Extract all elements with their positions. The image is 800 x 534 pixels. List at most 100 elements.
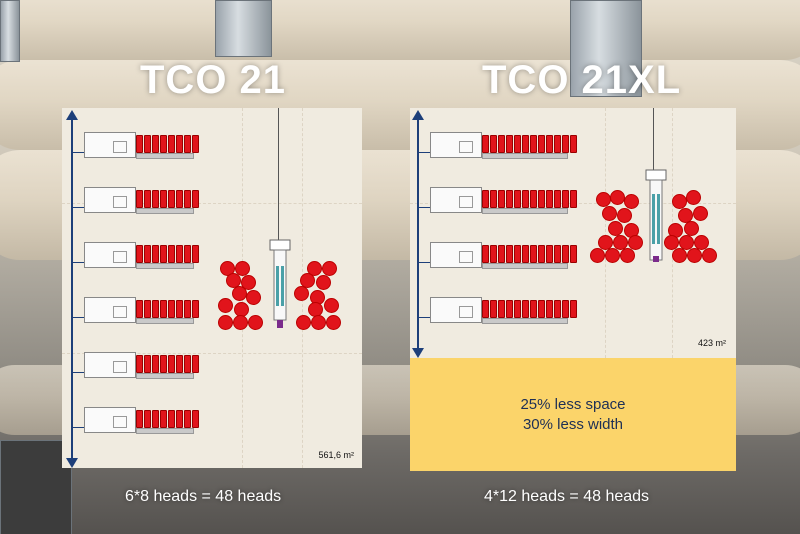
bobbin-circle — [311, 315, 326, 330]
machine-base — [482, 208, 568, 214]
bobbin-circle — [246, 290, 261, 305]
bobbin-circle — [686, 190, 701, 205]
bobbin-circle — [596, 192, 611, 207]
bobbin-circle — [218, 298, 233, 313]
bobbin-circle — [296, 315, 311, 330]
bobbin-row — [136, 245, 199, 263]
bobbin-circle — [624, 194, 639, 209]
left-caption: 6*8 heads = 48 heads — [125, 488, 282, 505]
machine-frame — [84, 132, 136, 158]
bobbin-row — [482, 245, 577, 263]
bobbin-circle — [610, 190, 625, 205]
benefit-space: 25% less space — [520, 395, 626, 413]
right-layout-panel: 423 m² — [410, 108, 736, 358]
bobbin-circle — [628, 235, 643, 250]
bobbin-circle — [620, 248, 635, 263]
bobbin-circle — [326, 315, 341, 330]
bobbin-circle — [613, 235, 628, 250]
arrow-up-icon — [412, 110, 424, 120]
machine-part — [215, 0, 272, 57]
fabric-roll — [0, 0, 800, 60]
machine-part — [570, 0, 642, 97]
machine-frame — [84, 242, 136, 268]
benefits-box: 25% less space 30% less width — [410, 358, 736, 471]
bobbin-circle — [617, 208, 632, 223]
bobbin-circle — [316, 275, 331, 290]
transport-rail — [653, 108, 654, 173]
machine-base — [136, 153, 194, 159]
bobbin-circle — [232, 286, 247, 301]
bobbin-row — [136, 190, 199, 208]
grid-line — [62, 203, 362, 204]
axis-tick — [418, 317, 440, 318]
bobbin-circle — [694, 235, 709, 250]
bobbin-circle — [322, 261, 337, 276]
machine-base — [482, 318, 568, 324]
left-layout-panel: 561,6 m² — [62, 108, 362, 468]
bobbin-circle — [233, 315, 248, 330]
bobbin-circle — [602, 206, 617, 221]
bobbin-circle — [248, 315, 263, 330]
bobbin-row — [482, 135, 577, 153]
bobbin-row — [482, 190, 577, 208]
bobbin-row — [136, 410, 199, 428]
bobbin-circle — [324, 298, 339, 313]
machine-base — [136, 373, 194, 379]
doffer-unit-icon — [645, 169, 667, 262]
bobbin-circle — [294, 286, 309, 301]
transport-rail — [278, 108, 279, 243]
doffer-unit-icon — [269, 239, 291, 328]
axis-tick — [72, 427, 94, 428]
machine-part — [0, 0, 20, 62]
bobbin-row — [482, 300, 577, 318]
bobbin-circle — [218, 315, 233, 330]
grid-line — [605, 108, 606, 358]
right-caption: 4*12 heads = 48 heads — [484, 488, 650, 505]
grid-line — [62, 353, 362, 354]
axis-tick — [72, 317, 94, 318]
bobbin-circle — [672, 248, 687, 263]
axis-tick — [418, 152, 440, 153]
bobbin-circle — [300, 273, 315, 288]
width-axis — [71, 116, 73, 464]
area-label: 561,6 m² — [318, 450, 354, 460]
axis-tick — [72, 372, 94, 373]
machine-frame — [84, 187, 136, 213]
bobbin-circle — [672, 194, 687, 209]
axis-tick — [418, 262, 440, 263]
bobbin-circle — [598, 235, 613, 250]
machine-frame — [430, 297, 482, 323]
machine-base — [136, 208, 194, 214]
width-axis — [417, 116, 419, 354]
bobbin-circle — [664, 235, 679, 250]
arrow-down-icon — [66, 458, 78, 468]
bobbin-circle — [693, 206, 708, 221]
arrow-down-icon — [412, 348, 424, 358]
arrow-up-icon — [66, 110, 78, 120]
machine-frame — [430, 132, 482, 158]
machine-base — [136, 428, 194, 434]
bobbin-circle — [702, 248, 717, 263]
bobbin-row — [136, 355, 199, 373]
bobbin-circle — [590, 248, 605, 263]
bobbin-circle — [679, 235, 694, 250]
machine-frame — [430, 242, 482, 268]
bobbin-circle — [307, 261, 322, 276]
machine-frame — [84, 352, 136, 378]
machine-base — [482, 263, 568, 269]
machine-base — [482, 153, 568, 159]
benefit-width: 30% less width — [522, 415, 624, 433]
machine-base — [136, 263, 194, 269]
area-label: 423 m² — [697, 338, 726, 348]
bobbin-circle — [605, 248, 620, 263]
machine-base — [136, 318, 194, 324]
machine-frame — [84, 407, 136, 433]
bobbin-circle — [608, 221, 623, 236]
axis-tick — [72, 207, 94, 208]
machine-part — [0, 440, 72, 534]
bobbin-circle — [241, 275, 256, 290]
machine-frame — [430, 187, 482, 213]
bobbin-circle — [235, 261, 250, 276]
bobbin-row — [136, 300, 199, 318]
machine-frame — [84, 297, 136, 323]
